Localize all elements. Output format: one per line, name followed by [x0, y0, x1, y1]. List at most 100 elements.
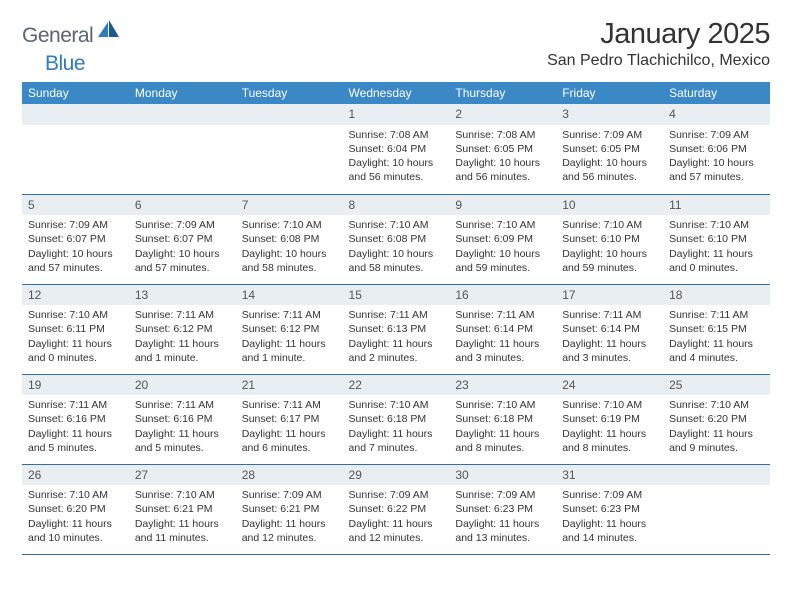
- sunset-text: Sunset: 6:20 PM: [28, 502, 123, 516]
- calendar-day-cell: 10Sunrise: 7:10 AMSunset: 6:10 PMDayligh…: [556, 194, 663, 284]
- day-number: 24: [556, 375, 663, 396]
- sunset-text: Sunset: 6:07 PM: [28, 232, 123, 246]
- calendar-day-cell: [663, 464, 770, 554]
- calendar-week-row: 12Sunrise: 7:10 AMSunset: 6:11 PMDayligh…: [22, 284, 770, 374]
- calendar-day-cell: 2Sunrise: 7:08 AMSunset: 6:05 PMDaylight…: [449, 104, 556, 194]
- sunrise-text: Sunrise: 7:10 AM: [349, 398, 444, 412]
- logo-text-general: General: [22, 24, 93, 48]
- day-details: Sunrise: 7:11 AMSunset: 6:12 PMDaylight:…: [129, 305, 236, 369]
- sunset-text: Sunset: 6:17 PM: [242, 412, 337, 426]
- daylight-text: Daylight: 11 hours and 12 minutes.: [242, 517, 337, 545]
- logo-text-blue: Blue: [45, 52, 85, 76]
- weekday-header: Monday: [129, 82, 236, 104]
- logo-sail-icon: [98, 20, 120, 43]
- calendar-day-cell: 9Sunrise: 7:10 AMSunset: 6:09 PMDaylight…: [449, 194, 556, 284]
- day-details: Sunrise: 7:09 AMSunset: 6:23 PMDaylight:…: [556, 485, 663, 549]
- calendar-day-cell: 24 Sunrise: 7:10 AMSunset: 6:19 PMDayligh…: [556, 374, 663, 464]
- sunset-text: Sunset: 6:09 PM: [455, 232, 550, 246]
- weekday-header: Wednesday: [343, 82, 450, 104]
- calendar-day-cell: 26Sunrise: 7:10 AMSunset: 6:20 PMDayligh…: [22, 464, 129, 554]
- daylight-text: Daylight: 11 hours and 0 minutes.: [28, 337, 123, 365]
- day-details: Sunrise: 7:08 AMSunset: 6:04 PMDaylight:…: [343, 125, 450, 189]
- day-number: 27: [129, 465, 236, 486]
- sunset-text: Sunset: 6:14 PM: [562, 322, 657, 336]
- day-details: Sunrise: 7:10 AMSunset: 6:08 PMDaylight:…: [236, 215, 343, 279]
- daylight-text: Daylight: 10 hours and 56 minutes.: [562, 156, 657, 184]
- day-number: 8: [343, 195, 450, 216]
- day-number: [663, 465, 770, 486]
- daylight-text: Daylight: 11 hours and 1 minute.: [242, 337, 337, 365]
- sunrise-text: Sunrise: 7:11 AM: [242, 398, 337, 412]
- sunrise-text: Sunrise: 7:10 AM: [562, 398, 657, 412]
- sunrise-text: Sunrise: 7:10 AM: [455, 398, 550, 412]
- calendar-day-cell: 6Sunrise: 7:09 AMSunset: 6:07 PMDaylight…: [129, 194, 236, 284]
- day-details: [22, 125, 129, 185]
- sunrise-text: Sunrise: 7:10 AM: [455, 218, 550, 232]
- sunset-text: Sunset: 6:08 PM: [349, 232, 444, 246]
- sunrise-text: Sunrise: 7:11 AM: [455, 308, 550, 322]
- day-details: [236, 125, 343, 185]
- sunrise-text: Sunrise: 7:08 AM: [349, 128, 444, 142]
- day-number: 14: [236, 285, 343, 306]
- calendar-week-row: 26Sunrise: 7:10 AMSunset: 6:20 PMDayligh…: [22, 464, 770, 554]
- calendar-day-cell: 20Sunrise: 7:11 AMSunset: 6:16 PMDayligh…: [129, 374, 236, 464]
- sunset-text: Sunset: 6:16 PM: [28, 412, 123, 426]
- sunset-text: Sunset: 6:05 PM: [562, 142, 657, 156]
- calendar-day-cell: [22, 104, 129, 194]
- sunrise-text: Sunrise: 7:11 AM: [242, 308, 337, 322]
- daylight-text: Daylight: 11 hours and 13 minutes.: [455, 517, 550, 545]
- calendar-day-cell: 31Sunrise: 7:09 AMSunset: 6:23 PMDayligh…: [556, 464, 663, 554]
- calendar-day-cell: 3Sunrise: 7:09 AMSunset: 6:05 PMDaylight…: [556, 104, 663, 194]
- sunrise-text: Sunrise: 7:10 AM: [135, 488, 230, 502]
- calendar-week-row: 19Sunrise: 7:11 AMSunset: 6:16 PMDayligh…: [22, 374, 770, 464]
- day-details: Sunrise: 7:09 AMSunset: 6:07 PMDaylight:…: [129, 215, 236, 279]
- daylight-text: Daylight: 11 hours and 0 minutes.: [669, 247, 764, 275]
- daylight-text: Daylight: 10 hours and 56 minutes.: [455, 156, 550, 184]
- daylight-text: Daylight: 11 hours and 3 minutes.: [455, 337, 550, 365]
- day-details: Sunrise: 7:10 AMSunset: 6:18 PMDaylight:…: [449, 395, 556, 459]
- sunset-text: Sunset: 6:04 PM: [349, 142, 444, 156]
- daylight-text: Daylight: 10 hours and 57 minutes.: [669, 156, 764, 184]
- day-number: 9: [449, 195, 556, 216]
- location-subtitle: San Pedro Tlachichilco, Mexico: [547, 52, 770, 70]
- day-details: Sunrise: 7:09 AMSunset: 6:05 PMDaylight:…: [556, 125, 663, 189]
- day-details: Sunrise: 7:10 AMSunset: 6:11 PMDaylight:…: [22, 305, 129, 369]
- sunrise-text: Sunrise: 7:10 AM: [562, 218, 657, 232]
- day-number: [129, 104, 236, 125]
- day-details: Sunrise: 7:10 AMSunset: 6:20 PMDaylight:…: [22, 485, 129, 549]
- daylight-text: Daylight: 11 hours and 7 minutes.: [349, 427, 444, 455]
- sunrise-text: Sunrise: 7:10 AM: [28, 488, 123, 502]
- sunset-text: Sunset: 6:16 PM: [135, 412, 230, 426]
- sunset-text: Sunset: 6:05 PM: [455, 142, 550, 156]
- calendar-day-cell: 25Sunrise: 7:10 AMSunset: 6:20 PMDayligh…: [663, 374, 770, 464]
- sunset-text: Sunset: 6:19 PM: [562, 412, 657, 426]
- sunrise-text: Sunrise: 7:09 AM: [28, 218, 123, 232]
- sunrise-text: Sunrise: 7:10 AM: [669, 218, 764, 232]
- day-number: 18: [663, 285, 770, 306]
- day-details: Sunrise: 7:10 AMSunset: 6:20 PMDaylight:…: [663, 395, 770, 459]
- daylight-text: Daylight: 11 hours and 5 minutes.: [135, 427, 230, 455]
- sunrise-text: Sunrise: 7:09 AM: [562, 488, 657, 502]
- calendar-day-cell: 18Sunrise: 7:11 AMSunset: 6:15 PMDayligh…: [663, 284, 770, 374]
- daylight-text: Daylight: 10 hours and 59 minutes.: [562, 247, 657, 275]
- day-details: Sunrise: 7:11 AMSunset: 6:14 PMDaylight:…: [556, 305, 663, 369]
- day-number: [22, 104, 129, 125]
- day-details: Sunrise: 7:09 AMSunset: 6:23 PMDaylight:…: [449, 485, 556, 549]
- daylight-text: Daylight: 10 hours and 57 minutes.: [135, 247, 230, 275]
- daylight-text: Daylight: 11 hours and 5 minutes.: [28, 427, 123, 455]
- daylight-text: Daylight: 11 hours and 8 minutes.: [562, 427, 657, 455]
- day-details: Sunrise: 7:10 AMSunset: 6:21 PMDaylight:…: [129, 485, 236, 549]
- calendar-day-cell: 21Sunrise: 7:11 AMSunset: 6:17 PMDayligh…: [236, 374, 343, 464]
- calendar-day-cell: 15Sunrise: 7:11 AMSunset: 6:13 PMDayligh…: [343, 284, 450, 374]
- calendar-day-cell: 4Sunrise: 7:09 AMSunset: 6:06 PMDaylight…: [663, 104, 770, 194]
- sunrise-text: Sunrise: 7:09 AM: [562, 128, 657, 142]
- daylight-text: Daylight: 11 hours and 9 minutes.: [669, 427, 764, 455]
- sunrise-text: Sunrise: 7:11 AM: [135, 398, 230, 412]
- calendar-day-cell: 11Sunrise: 7:10 AMSunset: 6:10 PMDayligh…: [663, 194, 770, 284]
- sunset-text: Sunset: 6:21 PM: [135, 502, 230, 516]
- sunset-text: Sunset: 6:20 PM: [669, 412, 764, 426]
- day-number: 1: [343, 104, 450, 125]
- daylight-text: Daylight: 11 hours and 8 minutes.: [455, 427, 550, 455]
- calendar-day-cell: 12Sunrise: 7:10 AMSunset: 6:11 PMDayligh…: [22, 284, 129, 374]
- day-number: 25: [663, 375, 770, 396]
